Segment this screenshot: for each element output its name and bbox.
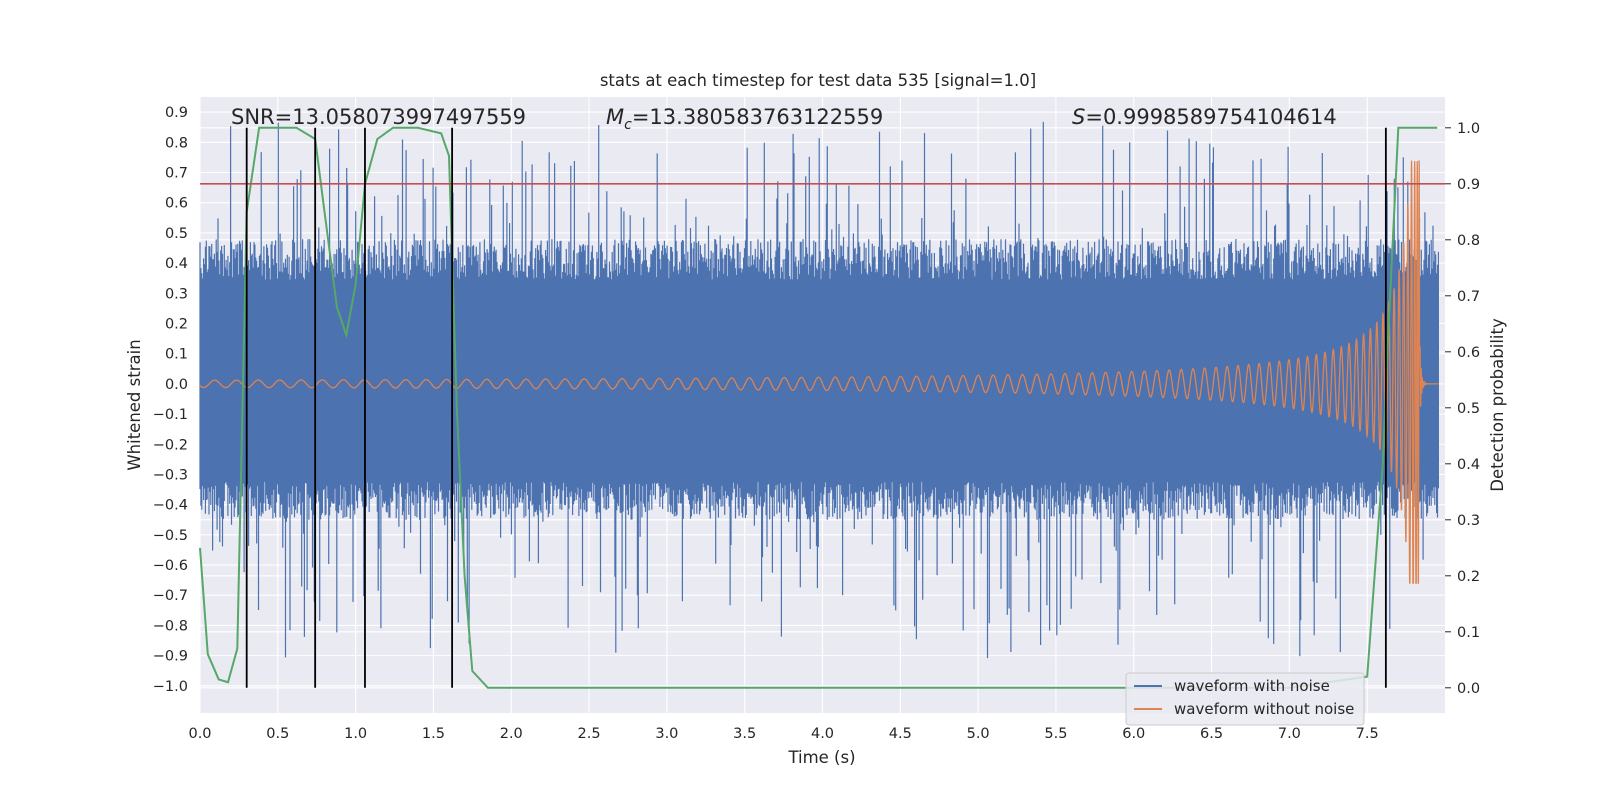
y2-tick-label: 0.3: [1457, 513, 1480, 529]
y2-axis-ticks: 1.0 0.9 0.8 0.7 0.6 0.5 0.4 0.3 0.2 0.1 0.0: [1445, 121, 1480, 697]
y-tick-label: 0.2: [165, 316, 188, 332]
x-tick-label: 6.5: [1200, 726, 1223, 742]
legend-label-clean: waveform without noise: [1174, 700, 1354, 718]
y2-tick-label: 0.9: [1457, 177, 1480, 193]
y-tick-label: −1.0: [153, 679, 188, 695]
x-tick-label: 2.5: [578, 726, 601, 742]
y2-tick-label: 0.6: [1457, 345, 1480, 361]
y-axis-label: Whitened strain: [125, 339, 144, 470]
chirp-mass-annotation: Mc=13.380583763122559: [606, 105, 883, 133]
x-tick-label: 3.5: [733, 726, 756, 742]
x-tick-label: 5.5: [1044, 726, 1067, 742]
detection-markers: [245, 127, 1387, 688]
x-tick-label: 3.0: [655, 726, 678, 742]
y2-tick-label: 0.8: [1457, 233, 1480, 249]
y-tick-label: 0.7: [165, 165, 188, 181]
x-tick-label: 4.0: [811, 726, 834, 742]
y2-tick-label: 0.2: [1457, 569, 1480, 585]
x-tick-label: 2.0: [500, 726, 523, 742]
y2-tick-label: 0.4: [1457, 457, 1480, 473]
y-tick-label: 0.4: [165, 256, 188, 272]
y-tick-label: −0.7: [153, 588, 188, 604]
y-tick-label: −0.2: [153, 437, 188, 453]
legend: waveform with noise waveform without noi…: [1125, 672, 1365, 726]
y-tick-label: 0.8: [165, 135, 188, 151]
series-waveform-without-noise: [199, 160, 1439, 584]
y-tick-label: −0.3: [153, 467, 188, 483]
y-tick-label: −0.5: [153, 528, 188, 544]
legend-label-noise: waveform with noise: [1174, 677, 1330, 695]
x-tick-label: 6.0: [1122, 726, 1145, 742]
clean-trace: [199, 160, 1439, 584]
y-axis-ticks: 0.9 0.8 0.7 0.6 0.5 0.4 0.3 0.2 0.1 0.0 −0.1 −0.2 −0…: [153, 105, 188, 695]
score-value: =0.9998589754104614: [1085, 105, 1336, 129]
y2-tick-label: 0.5: [1457, 401, 1480, 417]
chart-title: stats at each timestep for test data 535…: [600, 71, 1036, 90]
y-tick-label: −0.6: [153, 558, 188, 574]
x-tick-label: 7.5: [1356, 726, 1379, 742]
y-tick-label: 0.0: [165, 377, 188, 393]
y2-tick-label: 0.7: [1457, 289, 1480, 305]
x-tick-label: 7.0: [1278, 726, 1301, 742]
x-tick-label: 1.5: [422, 726, 445, 742]
y-tick-label: −0.1: [153, 407, 188, 423]
y-tick-label: −0.9: [153, 649, 188, 665]
y-tick-label: 0.1: [165, 347, 188, 363]
y-tick-label: 0.3: [165, 286, 188, 302]
chirp-mass-subscript: c: [624, 117, 632, 133]
x-axis-label: Time (s): [787, 748, 855, 767]
y2-tick-label: 1.0: [1457, 121, 1480, 137]
y-tick-label: 0.6: [165, 196, 188, 212]
y-tick-label: 0.9: [165, 105, 188, 121]
x-tick-label: 0.0: [188, 726, 211, 742]
chirp-mass-value: =13.380583763122559: [632, 105, 883, 129]
score-annotation: S=0.9998589754104614: [1072, 105, 1337, 129]
y-tick-label: 0.5: [165, 226, 188, 242]
y-tick-label: −0.8: [153, 618, 188, 634]
legend-box: [1125, 672, 1365, 726]
y-tick-label: −0.4: [153, 498, 188, 514]
x-tick-label: 1.0: [344, 726, 367, 742]
y2-axis-label: Detection probability: [1488, 318, 1507, 492]
x-tick-label: 0.5: [266, 726, 289, 742]
x-axis-ticks: 0.0 0.5 1.0 1.5 2.0 2.5 3.0 3.5 4.0 4.5 5.0 5.5 6.0 6…: [188, 726, 1378, 742]
x-tick-label: 4.5: [889, 726, 912, 742]
x-tick-label: 5.0: [967, 726, 990, 742]
score-symbol: S: [1072, 105, 1085, 129]
chirp-mass-symbol: M: [606, 105, 624, 129]
y2-tick-label: 0.0: [1457, 681, 1480, 697]
y2-tick-label: 0.1: [1457, 625, 1480, 641]
snr-annotation: SNR=13.058073997497559: [231, 105, 526, 129]
